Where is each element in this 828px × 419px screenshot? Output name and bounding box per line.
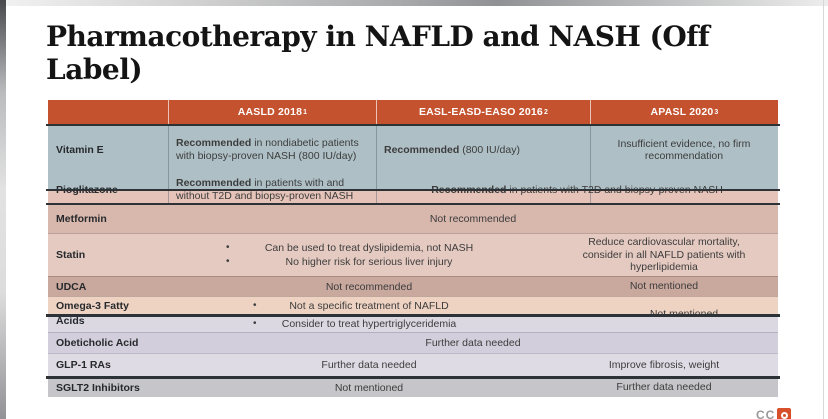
header-easl-label: EASL-EASD-EASO 2016 — [418, 106, 543, 118]
cell-metformin-all: Not recommended — [429, 212, 517, 225]
column-divider — [168, 124, 169, 204]
logo-box-icon — [777, 408, 792, 419]
cell-sglt2-aasld-easl: Not mentioned — [168, 378, 570, 397]
header-aasld: AASLD 2018 1 — [168, 100, 376, 124]
cell-statin-aasld-easl: • Can be used to treat dyslipidemia, not … — [168, 234, 570, 276]
cell-obeticholic-all: Further data needed — [425, 337, 521, 349]
row-label: Vitamin E — [56, 144, 104, 156]
row-label: SGLT2 Inhibitors — [56, 381, 140, 394]
row-label: Obeticholic Acid — [56, 337, 139, 349]
cell-sglt2-apasl: Further data needed — [616, 381, 712, 394]
cell-vitamin-e-apasl: Insufficient evidence, no firm recommend… — [617, 137, 751, 163]
cell-bold-text: Recommended — [176, 177, 252, 189]
table-header-row: AASLD 2018 1 EASL-EASD-EASO 2016 2 APASL 2… — [48, 100, 778, 124]
divider-line-strikethrough — [46, 189, 780, 191]
cell-text: Not mentioned — [334, 381, 404, 394]
header-aasld-label: AASLD 2018 — [237, 106, 303, 118]
row-label: Omega-3 Fatty — [56, 300, 129, 312]
bullet-icon: • — [226, 242, 230, 253]
pharmacotherapy-table: AASLD 2018 1 EASL-EASD-EASO 2016 2 APASL 2… — [46, 100, 780, 397]
header-aasld-sup: 1 — [303, 108, 308, 116]
header-easl-sup: 2 — [543, 108, 549, 116]
bullet-line: • No higher risk for serious liver injury — [168, 255, 570, 269]
cell-glp1-apasl: Improve fibrosis, weight — [608, 358, 720, 371]
cell-vitamin-e-easl: Recommended (800 IU/day) — [376, 124, 590, 176]
row-udca: UDCA Not recommended Not mentioned — [48, 276, 778, 296]
cell-text: No higher risk for serious liver injury — [285, 256, 453, 268]
bullet-line: • Can be used to treat dyslipidemia, not … — [168, 241, 570, 255]
cell-omega3-line1: • Not a specific treatment of NAFLD — [168, 297, 570, 315]
header-apasl-label: APASL 2020 — [650, 106, 714, 118]
window-top-edge — [0, 0, 828, 6]
header-apasl-sup: 3 — [714, 108, 719, 116]
window-left-edge — [0, 0, 6, 419]
cell-udca-aasld-easl: Not recommended — [168, 277, 570, 296]
bullet-icon: • — [253, 317, 257, 329]
cell-bold-text: Recommended — [384, 143, 460, 156]
cell-text: Not recommended — [325, 280, 413, 293]
cell-text: Consider to treat hypertriglyceridemia — [281, 317, 457, 330]
row-omega3-upper: Omega-3 Fatty • Not a specific treatment … — [48, 296, 778, 315]
bullet-icon: • — [253, 300, 257, 311]
cell-bold-text: Recommended — [176, 137, 252, 149]
row-statin: Statin • Can be used to treat dyslipidemi… — [48, 233, 778, 276]
cell-glp1-aasld-easl: Further data needed — [168, 354, 570, 376]
column-divider — [590, 124, 591, 204]
window-right-edge — [823, 0, 824, 419]
row-sglt2-inhibitors: SGLT2 Inhibitors Not mentioned Further d… — [48, 376, 778, 397]
divider-line — [46, 124, 780, 126]
cell-text: Further data needed — [321, 359, 417, 371]
row-obeticholic-acid: Obeticholic Acid Further data needed — [48, 332, 778, 353]
divider-line — [46, 203, 780, 205]
cco-logo: CC — [756, 403, 808, 419]
page-title: Pharmacotherapy in NAFLD and NASH (Off L… — [46, 20, 710, 86]
row-glp1-ras: GLP-1 RAs Further data needed Improve fi… — [48, 353, 778, 376]
cell-text: in nondiabetic patients with biopsy-prov… — [176, 137, 359, 162]
bullet-line: • Consider to treat hypertriglyceridemia — [168, 317, 570, 331]
row-vitamin-e: Vitamin E Recommended in nondiabetic pat… — [48, 124, 778, 176]
header-empty-cell — [48, 100, 168, 124]
logo-ring-icon — [780, 411, 788, 419]
cell-omega3-line2: • Consider to treat hypertriglyceridemia — [168, 315, 570, 332]
cell-statin-apasl: Reduce cardiovascular mortality, conside… — [582, 236, 746, 274]
row-pioglitazone: Pioglitazone Recommended in patients wit… — [48, 176, 778, 204]
cell-text: in patients with and without T2D and bio… — [176, 177, 354, 202]
cell-text: (800 IU/day) — [459, 143, 520, 156]
cell-pioglitazone-aasld: Recommended in patients with and without… — [168, 176, 376, 204]
divider-line-strikethrough — [46, 314, 780, 317]
cell-udca-apasl: Not mentioned — [629, 280, 699, 293]
row-metformin: Metformin Not recommended — [48, 204, 778, 233]
row-omega3-lower: Acids • Consider to treat hypertriglyceri… — [48, 315, 778, 332]
header-easl: EASL-EASD-EASO 2016 2 — [376, 100, 590, 124]
row-label: GLP-1 RAs — [56, 359, 111, 371]
logo-letters: CC — [756, 408, 776, 419]
cco-logo-inner: CC — [756, 408, 808, 419]
header-apasl: APASL 2020 3 — [590, 100, 778, 124]
cell-text: Not a specific treatment of NAFLD — [289, 300, 449, 312]
bullet-line: • Not a specific treatment of NAFLD — [168, 299, 570, 313]
bullet-icon: • — [226, 256, 230, 267]
row-label: UDCA — [56, 280, 87, 293]
column-divider — [376, 124, 377, 204]
row-label: Statin — [56, 249, 86, 261]
cell-text: Can be used to treat dyslipidemia, not N… — [264, 242, 474, 254]
row-label: Acids — [56, 315, 85, 327]
row-label: Metformin — [56, 212, 107, 225]
divider-line — [46, 376, 780, 379]
cell-vitamin-e-aasld: Recommended in nondiabetic patients with… — [168, 124, 376, 176]
